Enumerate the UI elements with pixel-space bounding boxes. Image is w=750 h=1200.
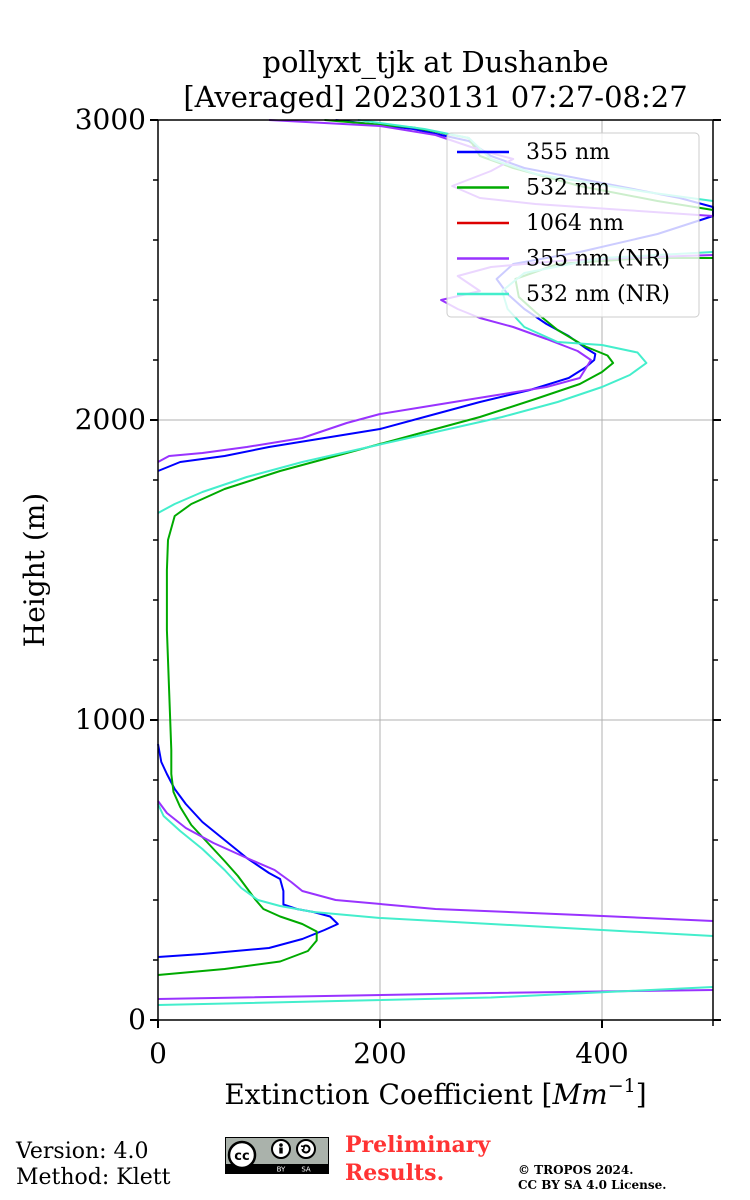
y-tick-label: 0 bbox=[128, 1003, 146, 1036]
y-tick-label: 2000 bbox=[75, 403, 146, 436]
version-label: Version: 4.0 bbox=[16, 1139, 149, 1164]
preliminary-line-2: Results. bbox=[345, 1160, 445, 1186]
legend-label: 355 nm (NR) bbox=[526, 247, 670, 272]
series-line-532-nm-nr- bbox=[157, 986, 714, 1006]
y-tick-label: 3000 bbox=[75, 103, 146, 136]
legend-label: 532 nm (NR) bbox=[526, 282, 670, 307]
x-axis-label-unit: Mm bbox=[551, 1078, 607, 1111]
copyright-line-1: © TROPOS 2024. bbox=[518, 1163, 634, 1177]
legend-label: 1064 nm bbox=[526, 211, 624, 236]
preliminary-line-1: Preliminary bbox=[345, 1132, 491, 1158]
x-axis-label-close: ] bbox=[636, 1078, 647, 1111]
x-axis-label-text: Extinction Coefficient [ bbox=[224, 1078, 552, 1111]
x-axis-label: Extinction Coefficient [Mm−1] bbox=[224, 1075, 646, 1111]
series-line-355-nm bbox=[157, 743, 339, 958]
copyright-line-2: CC BY SA 4.0 License. bbox=[518, 1178, 667, 1192]
series-line-532-nm bbox=[157, 257, 713, 976]
method-label: Method: Klett bbox=[16, 1165, 171, 1190]
series-line-532-nm-nr- bbox=[157, 803, 714, 937]
x-axis-label-exponent: −1 bbox=[608, 1075, 636, 1097]
series-line-355-nm-nr- bbox=[157, 800, 714, 922]
legend-box bbox=[446, 132, 700, 318]
cc-by-sa-license-icon: cc BY SA bbox=[225, 1137, 329, 1174]
legend-label: 355 nm bbox=[526, 140, 610, 165]
y-tick-label: 1000 bbox=[75, 703, 146, 736]
cc-badge-text: cc bbox=[234, 1149, 249, 1164]
chart-title-line-1: pollyxt_tjk at Dushanbe bbox=[262, 45, 608, 80]
preliminary-results-label: Preliminary Results. bbox=[345, 1131, 490, 1187]
x-tick-label: 200 bbox=[353, 1037, 406, 1070]
cc-by-text: BY bbox=[277, 1166, 286, 1174]
chart-title-line-2: [Averaged] 20230131 07:27-08:27 bbox=[183, 80, 687, 114]
profile-chart: 0 1000 2000 3000 0 200 400 pollyxt_tjk at Dusha… bbox=[18, 45, 721, 1111]
plot-frame bbox=[157, 119, 714, 1021]
x-tick-label: 0 bbox=[149, 1037, 167, 1070]
legend-label: 532 nm bbox=[526, 176, 610, 201]
x-tick-label: 400 bbox=[575, 1037, 628, 1070]
copyright-label: © TROPOS 2024. CC BY SA 4.0 License. bbox=[518, 1163, 666, 1193]
y-axis-label: Height (m) bbox=[18, 493, 51, 647]
cc-sa-text: SA bbox=[301, 1166, 311, 1174]
